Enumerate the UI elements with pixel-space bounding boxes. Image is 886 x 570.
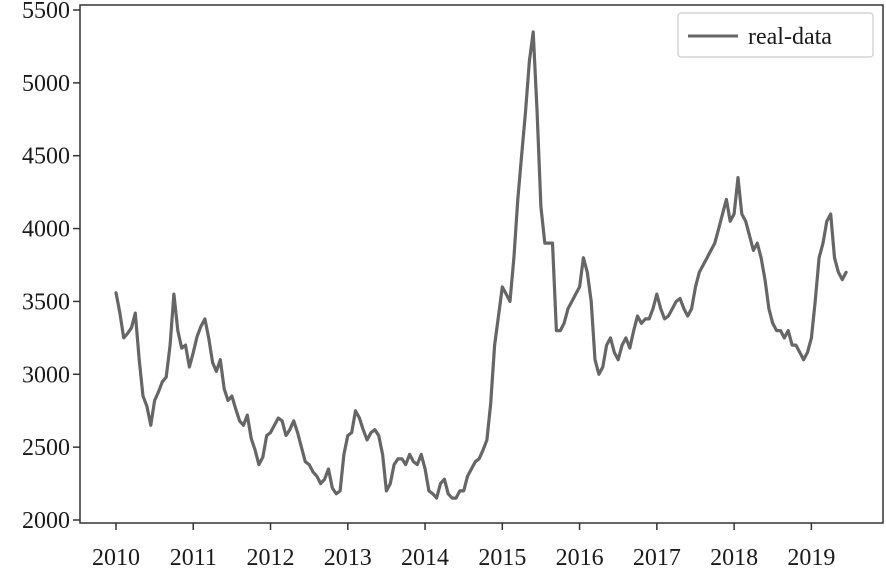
y-tick-label: 3000 <box>22 362 70 388</box>
ticks-layer: 2000 2500 3000 3500 4000 4500 5000 5500 2010 2011… <box>22 0 835 570</box>
y-tick-label: 2500 <box>22 435 70 461</box>
plot-frame <box>79 4 884 524</box>
y-tick-label: 5000 <box>22 71 70 97</box>
x-tick-label: 2019 <box>787 545 835 570</box>
legend-box <box>677 12 874 58</box>
x-tick-label: 2013 <box>324 545 372 570</box>
x-tick-label: 2012 <box>247 545 295 570</box>
x-tick-label: 2016 <box>556 545 604 570</box>
legend-label-real-data: real-data <box>748 24 832 50</box>
y-tick-label: 4500 <box>22 144 70 170</box>
y-tick-label: 2000 <box>22 508 70 534</box>
x-tick-label: 2014 <box>401 545 449 570</box>
x-tick-label: 2017 <box>633 545 681 570</box>
y-tick-label: 4000 <box>22 217 70 243</box>
y-tick-label: 3500 <box>22 289 70 315</box>
series-layer <box>114 30 848 500</box>
legend: real-data <box>677 12 874 58</box>
x-tick-label: 2011 <box>170 545 217 570</box>
series-line-real-data <box>114 30 848 500</box>
x-tick-label: 2018 <box>710 545 758 570</box>
y-tick-label: 5500 <box>22 0 70 24</box>
x-tick-label: 2015 <box>478 545 526 570</box>
x-tick-label: 2010 <box>92 545 140 570</box>
